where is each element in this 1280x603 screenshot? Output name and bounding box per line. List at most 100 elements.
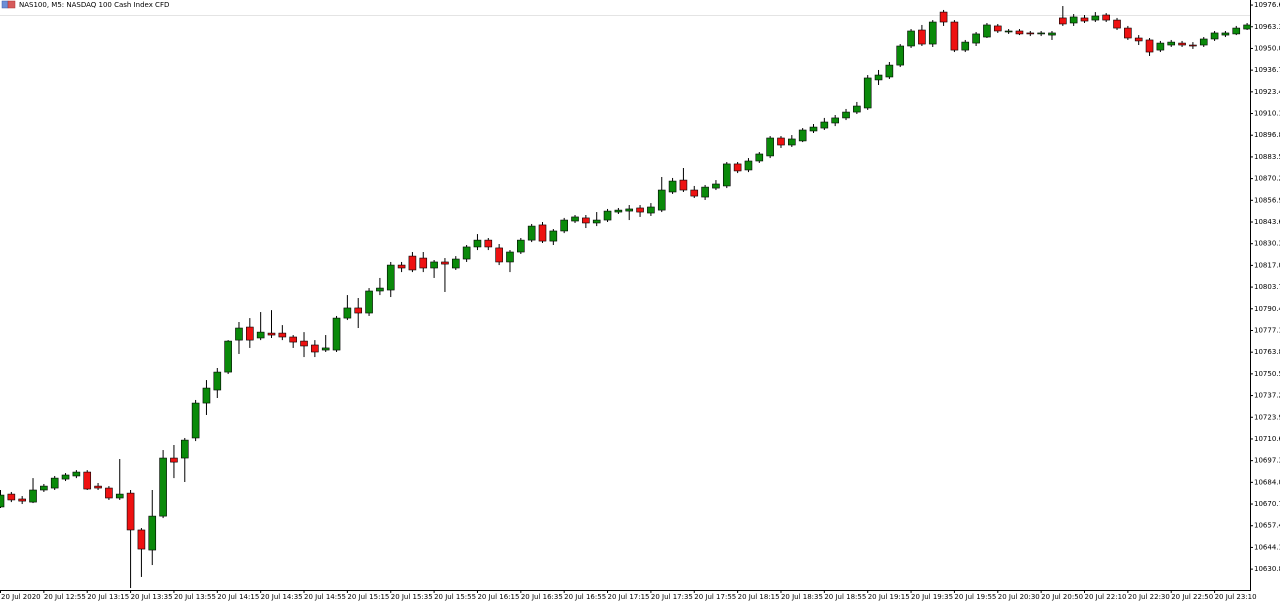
candle-body <box>311 344 319 353</box>
candle-body <box>788 138 796 146</box>
candle-body <box>1232 27 1241 35</box>
candle-body <box>820 121 829 129</box>
candle-body <box>1059 17 1067 25</box>
candle-body <box>592 219 601 224</box>
candle-body <box>397 264 406 269</box>
candle-body <box>1037 32 1045 35</box>
y-tick-label: 10896.8 <box>1254 131 1280 139</box>
y-tick-label: 10737.2 <box>1254 392 1280 400</box>
y-tick-label: 10803.7 <box>1254 283 1280 291</box>
y-tick-label: 10684.0 <box>1254 478 1280 486</box>
candle-body <box>1124 27 1132 39</box>
x-tick-label: 20 Jul 19:15 <box>868 593 910 601</box>
candle-body <box>777 137 785 146</box>
candle-body <box>1004 30 1013 33</box>
candle-body <box>72 471 81 477</box>
candle-body <box>224 340 232 373</box>
candle-body <box>517 239 525 253</box>
candle-body <box>950 21 959 51</box>
candle-body <box>1156 42 1165 51</box>
candle-body <box>636 207 644 213</box>
candle-body <box>679 179 688 191</box>
candle-body <box>1080 17 1089 22</box>
y-tick-label: 10883.5 <box>1254 153 1280 161</box>
candle-body <box>484 239 493 248</box>
candle-body <box>560 219 568 232</box>
chart-title: NAS100, M5: NASDAQ 100 Cash Index CFD <box>19 1 169 9</box>
candle-body <box>170 457 178 463</box>
candle-body <box>18 498 26 502</box>
candle-body <box>267 332 276 336</box>
candle-body <box>202 387 211 404</box>
candle-body <box>473 239 482 248</box>
y-tick-label: 10657.4 <box>1254 522 1280 530</box>
candle-body <box>1069 16 1078 24</box>
x-tick-label: 20 Jul 14:55 <box>304 593 346 601</box>
candle-body <box>94 485 102 489</box>
candle-body <box>809 126 818 132</box>
candle-body <box>831 117 839 124</box>
candle-body <box>50 477 59 489</box>
y-tick-label: 10790.4 <box>1254 305 1280 313</box>
candle-body <box>690 189 699 197</box>
x-tick-label: 20 Jul 17:15 <box>608 593 650 601</box>
candle-body <box>1199 38 1208 46</box>
candle-body <box>256 331 265 339</box>
candle-body <box>538 224 547 242</box>
candle-body <box>386 264 395 291</box>
x-tick-label: 20 Jul 13:55 <box>174 593 216 601</box>
candle-body <box>278 332 287 338</box>
x-tick-label: 20 Jul 15:55 <box>434 593 476 601</box>
x-tick-label: 20 Jul 16:15 <box>477 593 519 601</box>
x-tick-label: 20 Jul 18:55 <box>824 593 866 601</box>
candle-body <box>863 77 872 109</box>
y-tick-label: 10843.6 <box>1254 218 1280 226</box>
candle-body <box>191 402 200 439</box>
candle-body <box>0 494 5 508</box>
y-tick-label: 10950.0 <box>1254 44 1280 52</box>
y-tick-label: 10936.7 <box>1254 66 1280 74</box>
candle-body <box>354 307 363 314</box>
x-tick-label: 20 Jul 22:50 <box>1171 593 1213 601</box>
candle-body <box>668 180 677 193</box>
candle-body <box>1015 30 1024 35</box>
candle-body <box>582 217 590 224</box>
candle-body <box>1243 24 1251 30</box>
candle-body <box>159 457 167 517</box>
x-tick-label: 20 Jul 22:10 <box>1085 593 1127 601</box>
candle-body <box>408 255 417 271</box>
x-tick-label: 20 Jul 18:15 <box>738 593 780 601</box>
candle-body <box>853 105 861 113</box>
candle-body <box>289 336 297 343</box>
x-tick-label: 20 Jul 16:35 <box>521 593 563 601</box>
candle-body <box>766 137 774 157</box>
candle-body <box>885 64 894 78</box>
x-tick-label: 20 Jul 20:50 <box>1041 593 1083 601</box>
candle-body <box>1113 19 1121 29</box>
x-tick-label: 20 Jul 13:35 <box>131 593 173 601</box>
y-tick-label: 10856.9 <box>1254 196 1280 204</box>
y-tick-label: 10697.3 <box>1254 457 1280 465</box>
candle-body <box>701 186 709 198</box>
x-tick-label: 20 Jul 19:55 <box>954 593 996 601</box>
candle-body <box>842 111 850 119</box>
candle-body <box>506 251 514 263</box>
candle-body <box>83 471 92 490</box>
y-tick-label: 10976.6 <box>1254 1 1280 9</box>
y-tick-label: 10830.3 <box>1254 240 1280 248</box>
candle-body <box>928 21 937 45</box>
y-tick-label: 10817.0 <box>1254 261 1280 269</box>
candle-body <box>603 210 612 221</box>
candle-body <box>755 153 764 162</box>
candle-body <box>1091 15 1100 21</box>
candle-body <box>246 326 254 341</box>
candle-body <box>1102 14 1110 21</box>
y-tick-label: 10750.5 <box>1254 370 1280 378</box>
x-tick-label: 20 Jul 19:35 <box>911 593 953 601</box>
candle-body <box>1048 32 1056 36</box>
candle-body <box>712 183 720 189</box>
x-tick-label: 20 Jul 17:35 <box>651 593 693 601</box>
